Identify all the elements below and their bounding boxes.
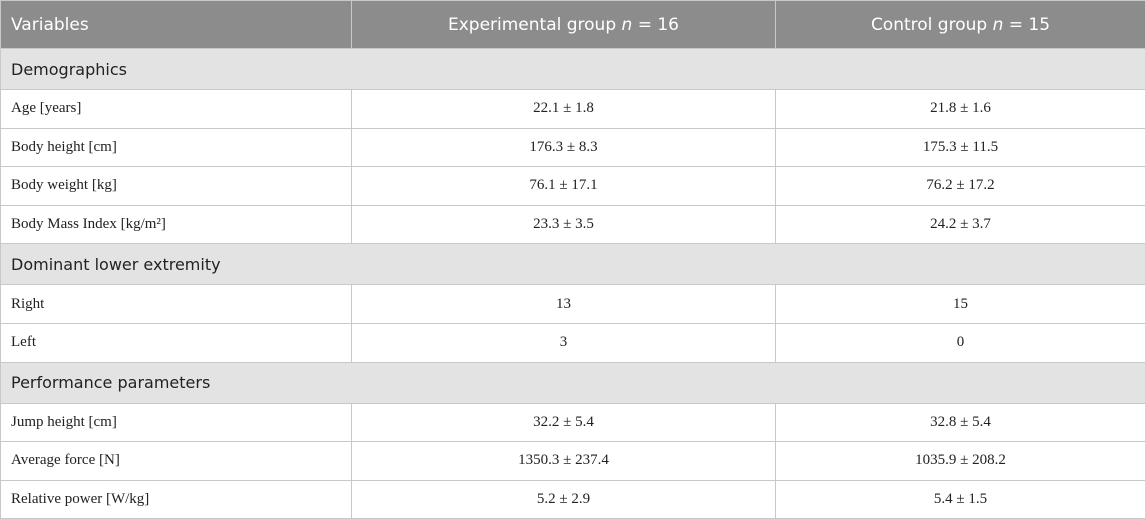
- header-label: Control group: [870, 14, 988, 35]
- value-cell: 24.2 ± 3.7: [775, 204, 1145, 245]
- value-cell: 22.1 ± 1.8: [351, 89, 776, 129]
- variable-cell: Left: [0, 322, 352, 363]
- value-cell: 176.3 ± 8.3: [351, 127, 776, 168]
- header-n-value: = 15: [1008, 14, 1051, 35]
- data-row: Body height [cm] 176.3 ± 8.3 175.3 ± 11.5: [0, 127, 1145, 168]
- value-cell: 175.3 ± 11.5: [775, 127, 1145, 168]
- section-title: Demographics: [0, 48, 1145, 90]
- header-n-symbol: n: [992, 14, 1004, 35]
- variable-cell: Body height [cm]: [0, 127, 352, 168]
- value-cell: 1350.3 ± 237.4: [351, 441, 776, 481]
- data-row: Relative power [W/kg] 5.2 ± 2.9 5.4 ± 1.5: [0, 479, 1145, 519]
- value-cell: 21.8 ± 1.6: [775, 89, 1145, 129]
- header-label: Experimental group: [447, 14, 617, 35]
- value-cell: 13: [351, 284, 776, 324]
- section-title: Dominant lower extremity: [0, 243, 1145, 286]
- data-row: Body weight [kg] 76.1 ± 17.1 76.2 ± 17.2: [0, 166, 1145, 206]
- data-row: Average force [N] 1350.3 ± 237.4 1035.9 ± …: [0, 441, 1145, 481]
- value-cell: 32.8 ± 5.4: [775, 402, 1145, 443]
- value-cell: 23.3 ± 3.5: [351, 204, 776, 245]
- data-row: Body Mass Index [kg/m²] 23.3 ± 3.5 24.2 ± …: [0, 204, 1145, 245]
- variable-cell: Relative power [W/kg]: [0, 479, 352, 519]
- variable-cell: Body Mass Index [kg/m²]: [0, 204, 352, 245]
- header-cell: Control group n = 15: [775, 0, 1145, 49]
- value-cell: 0: [775, 322, 1145, 363]
- data-row: Right 13 15: [0, 284, 1145, 324]
- header-n-symbol: n: [621, 14, 633, 35]
- section-row: Dominant lower extremity: [0, 243, 1145, 286]
- table-body: Demographics Age [years] 22.1 ± 1.8 21.8 ± …: [0, 48, 1145, 519]
- data-row: Jump height [cm] 32.2 ± 5.4 32.8 ± 5.4: [0, 402, 1145, 443]
- value-cell: 76.2 ± 17.2: [775, 166, 1145, 206]
- data-row: Age [years] 22.1 ± 1.8 21.8 ± 1.6: [0, 89, 1145, 129]
- variable-cell: Average force [N]: [0, 441, 352, 481]
- data-row: Left 3 0: [0, 322, 1145, 363]
- value-cell: 5.2 ± 2.9: [351, 479, 776, 519]
- variable-cell: Body weight [kg]: [0, 166, 352, 206]
- header-cell: Variables: [0, 0, 352, 49]
- section-title: Performance parameters: [0, 361, 1145, 404]
- header-n-value: = 16: [637, 14, 679, 35]
- variable-cell: Jump height [cm]: [0, 402, 352, 443]
- header-cell: Experimental group n = 16: [351, 0, 776, 49]
- value-cell: 15: [775, 284, 1145, 324]
- value-cell: 3: [351, 322, 776, 363]
- variable-cell: Age [years]: [0, 89, 352, 129]
- value-cell: 5.4 ± 1.5: [775, 479, 1145, 519]
- section-row: Performance parameters: [0, 361, 1145, 404]
- value-cell: 32.2 ± 5.4: [351, 402, 776, 443]
- header-row: Variables Experimental group n = 16 Contro…: [0, 0, 1145, 49]
- value-cell: 76.1 ± 17.1: [351, 166, 776, 206]
- variable-cell: Right: [0, 284, 352, 324]
- value-cell: 1035.9 ± 208.2: [775, 441, 1145, 481]
- header-label: Variables: [11, 14, 89, 35]
- section-row: Demographics: [0, 48, 1145, 90]
